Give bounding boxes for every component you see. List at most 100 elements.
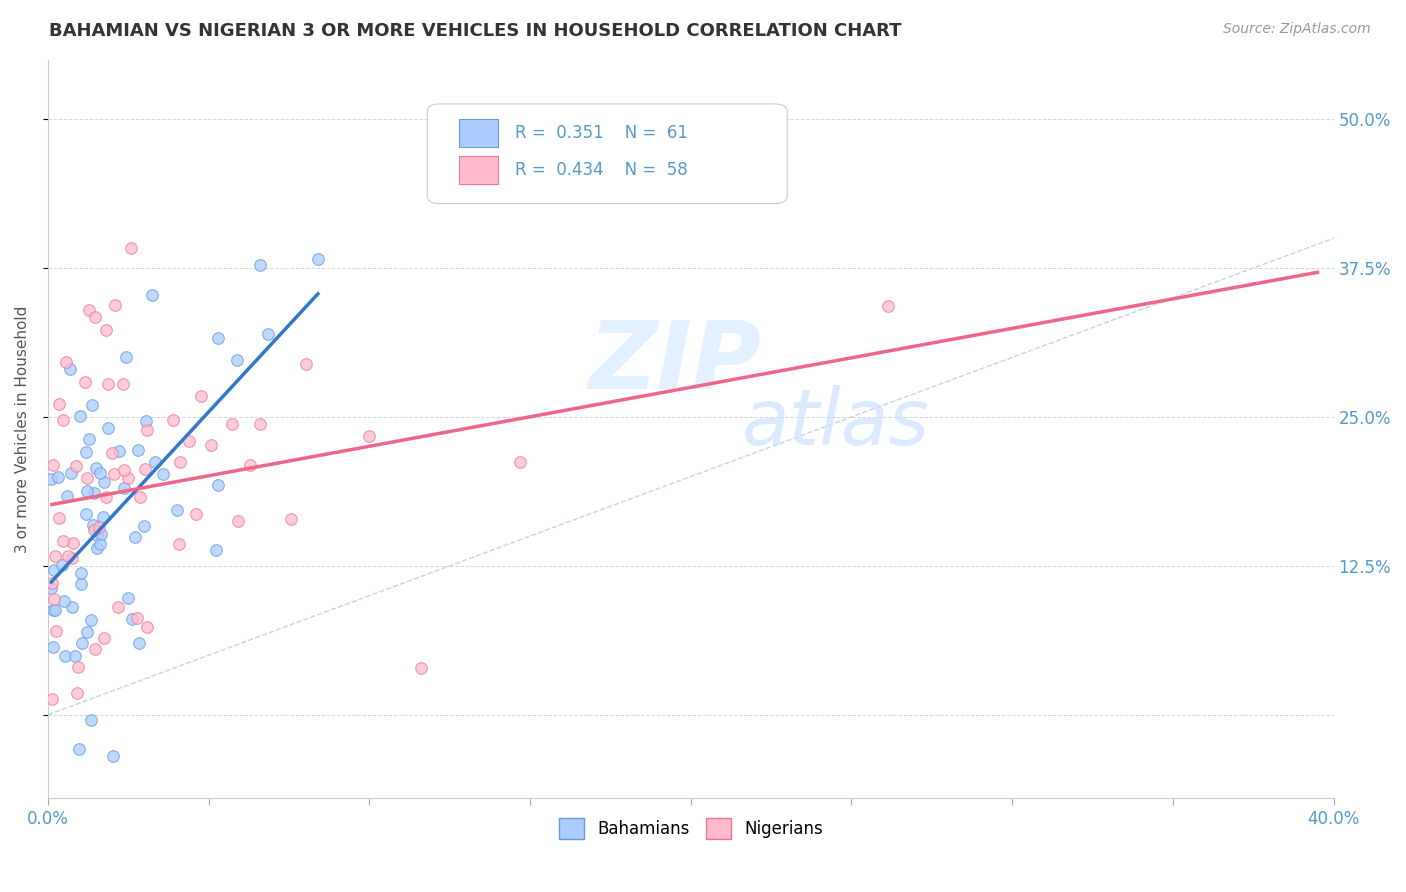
Point — [409, 661, 432, 675]
Point — [357, 428, 380, 442]
Point — [59, 361, 82, 376]
Point — [52, 413, 75, 427]
Point — [67, 660, 90, 674]
Point — [89, 520, 111, 534]
Point — [152, 467, 174, 482]
Point — [55, 355, 77, 369]
Point — [65, 458, 87, 473]
Point — [45, 624, 67, 639]
Point — [96, 490, 118, 504]
Point — [93, 475, 115, 490]
Point — [75, 444, 97, 458]
Point — [79, 303, 101, 318]
Point — [100, 445, 122, 459]
Point — [76, 483, 98, 498]
Point — [104, 298, 127, 312]
Point — [84, 461, 107, 475]
Point — [136, 423, 159, 437]
Point — [63, 649, 86, 664]
Point — [76, 470, 98, 484]
Point — [221, 417, 243, 431]
Point — [86, 528, 108, 542]
Point — [112, 463, 135, 477]
Point — [76, 625, 98, 640]
Point — [59, 467, 82, 481]
Point — [166, 503, 188, 517]
Point — [120, 241, 142, 255]
Point — [107, 600, 129, 615]
Point — [307, 252, 329, 266]
Point — [75, 507, 97, 521]
Point — [115, 350, 138, 364]
Point — [204, 542, 226, 557]
Point — [207, 478, 229, 492]
Point — [89, 537, 111, 551]
Text: Source: ZipAtlas.com: Source: ZipAtlas.com — [1223, 22, 1371, 37]
Point — [121, 612, 143, 626]
Point — [42, 640, 65, 655]
Point — [177, 434, 200, 448]
Point — [132, 519, 155, 533]
FancyBboxPatch shape — [427, 103, 787, 203]
Legend: Bahamians, Nigerians: Bahamians, Nigerians — [553, 812, 830, 846]
Point — [83, 486, 105, 500]
Point — [60, 600, 83, 615]
Point — [108, 444, 131, 458]
Point — [186, 508, 208, 522]
Point — [53, 648, 76, 663]
Point — [44, 592, 66, 607]
Y-axis label: 3 or more Vehicles in Household: 3 or more Vehicles in Household — [15, 305, 30, 552]
Point — [141, 288, 163, 302]
Point — [53, 594, 76, 608]
Point — [876, 300, 898, 314]
Point — [77, 432, 100, 446]
FancyBboxPatch shape — [460, 155, 498, 184]
Point — [66, 686, 89, 700]
Text: ZIP: ZIP — [588, 318, 761, 409]
Point — [60, 550, 83, 565]
Point — [62, 536, 84, 550]
Point — [125, 611, 148, 625]
Point — [136, 620, 159, 634]
Point — [56, 549, 79, 563]
Point — [48, 397, 70, 411]
Point — [295, 357, 318, 371]
Point — [48, 511, 70, 525]
Point — [117, 471, 139, 485]
Point — [46, 470, 69, 484]
Point — [249, 417, 271, 432]
Point — [89, 466, 111, 480]
Point — [39, 473, 62, 487]
Point — [103, 467, 125, 481]
Point — [86, 541, 108, 556]
Point — [257, 326, 280, 341]
Point — [70, 566, 93, 580]
Point — [79, 714, 101, 728]
Point — [93, 631, 115, 645]
Text: atlas: atlas — [741, 385, 929, 461]
Point — [128, 491, 150, 505]
Point — [117, 591, 139, 606]
Point — [97, 421, 120, 435]
Point — [101, 749, 124, 764]
Point — [249, 258, 271, 272]
Point — [69, 409, 91, 423]
Point — [280, 511, 302, 525]
Point — [239, 458, 262, 472]
Point — [80, 398, 103, 412]
Point — [52, 533, 75, 548]
Point — [83, 642, 105, 657]
Point — [82, 517, 104, 532]
Point — [42, 458, 65, 473]
Point — [83, 523, 105, 537]
Text: R =  0.351    N =  61: R = 0.351 N = 61 — [515, 125, 688, 143]
Point — [80, 613, 103, 627]
FancyBboxPatch shape — [460, 119, 498, 147]
Text: BAHAMIAN VS NIGERIAN 3 OR MORE VEHICLES IN HOUSEHOLD CORRELATION CHART: BAHAMIAN VS NIGERIAN 3 OR MORE VEHICLES … — [49, 22, 901, 40]
Point — [70, 636, 93, 650]
Point — [69, 577, 91, 591]
Point — [55, 489, 77, 503]
Point — [44, 549, 66, 563]
Point — [207, 331, 229, 345]
Point — [91, 509, 114, 524]
